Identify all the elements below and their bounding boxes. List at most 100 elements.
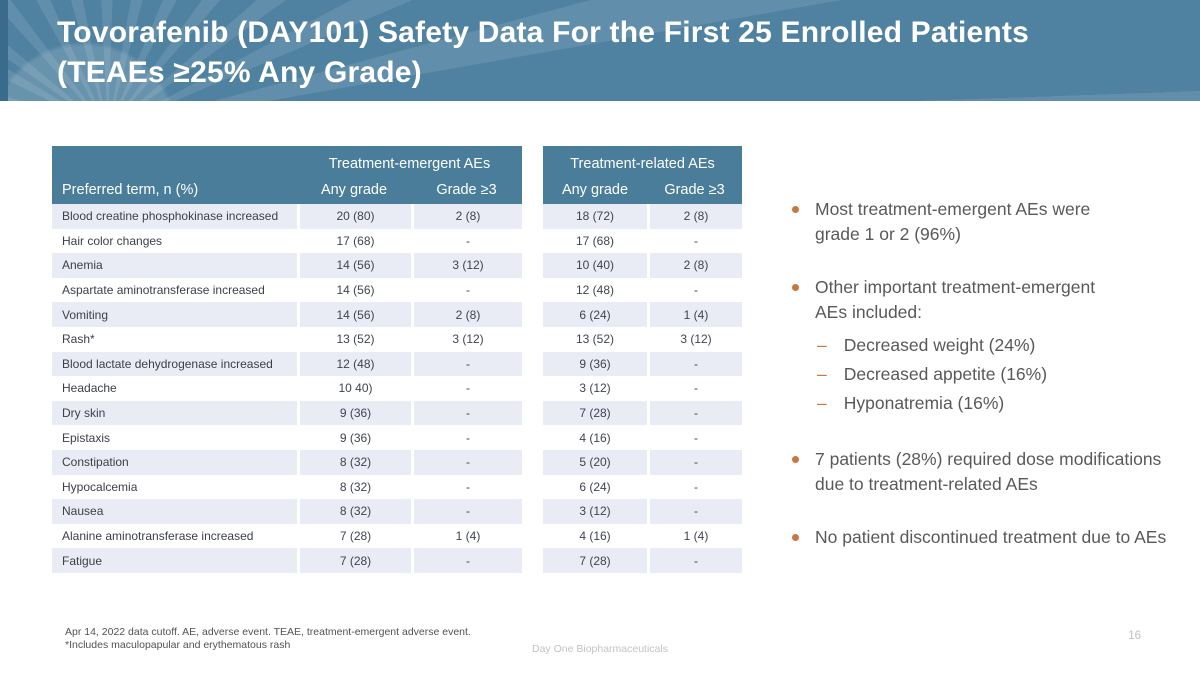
bullet-item: 7 patients (28%) required dose modificat… <box>783 447 1183 497</box>
cell-te-grade3: - <box>411 499 522 524</box>
slide-title-line1: Tovorafenib (DAY101) Safety Data For the… <box>57 16 1029 49</box>
cell-te-grade3: - <box>411 400 522 426</box>
bullet-text: Other important treatment-emergent AEs i… <box>815 277 1096 322</box>
treatment-emergent-table: Treatment-emergent AEs Preferred term, n… <box>52 146 522 573</box>
cell-tr-any-grade: 9 (36) <box>543 351 647 377</box>
bullet-text: Decreased appetite (16%) <box>843 364 1048 384</box>
table-row: 18 (72) 2 (8) <box>543 204 742 229</box>
cell-tr-grade3: - <box>647 400 742 426</box>
table-row: 6 (24) 1 (4) <box>543 302 742 327</box>
table-row: Blood creatine phosphokinase increased 20… <box>52 204 522 229</box>
cell-tr-grade3: 1 (4) <box>647 523 742 549</box>
treatment-emergent-table-body: Blood creatine phosphokinase increased 20… <box>52 204 522 573</box>
cell-tr-grade3: - <box>647 499 742 524</box>
cell-tr-any-grade: 4 (16) <box>579 430 611 445</box>
cell-preferred-term: Blood creatine phosphokinase increased <box>52 204 297 229</box>
cell-te-grade3: 2 (8) <box>411 204 522 229</box>
table-row: 17 (68) - <box>543 228 742 254</box>
cell-tr-grade3: - <box>647 449 742 475</box>
bullet-text: Decreased weight (24%) <box>843 335 1036 355</box>
ae-tables: Treatment-emergent AEs Preferred term, n… <box>52 146 742 573</box>
bullet-dot-icon <box>792 456 799 463</box>
cell-te-any-grade: 13 (52) <box>297 326 411 352</box>
group-header-treatment-related: Treatment-related AEs <box>570 156 715 172</box>
cell-tr-any-grade: 12 (48) <box>575 283 615 298</box>
bullet-text: Most treatment-emergent AEs were grade 1… <box>815 199 1091 244</box>
cell-preferred-term: Alanine aminotransferase increased <box>62 529 254 544</box>
cell-te-any-grade: 7 (28) <box>297 548 411 573</box>
cell-te-any-grade: 12 (48) <box>297 351 411 377</box>
cell-tr-any-grade: 7 (28) <box>543 548 647 573</box>
cell-preferred-term: Vomiting <box>52 302 297 327</box>
cell-te-any-grade: 17 (68) <box>297 228 411 254</box>
cell-te-any-grade: 9 (36) <box>297 400 411 426</box>
cell-te-any-grade: 14 (56) <box>297 253 411 278</box>
table-row: 13 (52) 3 (12) <box>543 326 742 352</box>
bullet-dot-icon <box>792 284 799 291</box>
slide-title-line2: (TEAEs ≥25% Any Grade) <box>57 56 422 89</box>
column-header-grade3: Grade ≥3 <box>436 182 497 198</box>
cell-te-grade3: - <box>411 425 522 450</box>
cell-te-any-grade: 8 (32) <box>297 474 411 500</box>
cell-tr-any-grade: 7 (28) <box>543 400 647 426</box>
cell-tr-grade3: - <box>647 425 742 450</box>
group-header-treatment-emergent: Treatment-emergent AEs <box>328 156 491 172</box>
cell-tr-grade3: 1 (4) <box>647 302 742 327</box>
sub-bullet-item: – Decreased weight (24%) <box>783 333 1183 358</box>
table-row: 7 (28) - <box>543 400 742 426</box>
table-row: 5 (20) - <box>543 449 742 475</box>
table-row: 4 (16) - <box>543 425 742 450</box>
table-row: 3 (12) - <box>543 376 742 401</box>
footnote-line2: *Includes maculopapular and erythematous… <box>65 639 291 651</box>
cell-tr-grade3: 2 (8) <box>647 204 742 229</box>
table-row: Anemia 14 (56) 3 (12) <box>52 253 522 278</box>
bullet-item: Other important treatment-emergent AEs i… <box>783 275 1183 325</box>
cell-te-grade3: - <box>411 449 522 475</box>
table-row: Headache 10 40) - <box>52 376 522 401</box>
cell-te-grade3: - <box>411 376 522 401</box>
cell-tr-any-grade: 13 (52) <box>575 332 615 347</box>
bullet-dot-icon <box>792 534 799 541</box>
table-row: Rash* 13 (52) 3 (12) <box>52 326 522 352</box>
cell-preferred-term: Blood lactate dehydrogenase increased <box>52 351 297 377</box>
table-row: 4 (16) 1 (4) <box>543 523 742 549</box>
table-row: Blood lactate dehydrogenase increased 12 … <box>52 351 522 377</box>
bullet-text: No patient discontinued treatment due to… <box>815 527 1167 547</box>
cell-te-grade3: - <box>411 228 522 254</box>
treatment-related-table-header: Treatment-related AEs Any grade Grade ≥3 <box>543 146 742 204</box>
dash-marker: – <box>817 335 827 355</box>
cell-tr-any-grade: 10 (40) <box>543 253 647 278</box>
table-row: Aspartate aminotransferase increased 14 (… <box>52 277 522 303</box>
cell-te-any-grade: 7 (28) <box>297 523 411 549</box>
column-header-any-grade: Any grade <box>561 182 629 198</box>
cell-tr-grade3: 3 (12) <box>647 326 742 352</box>
cell-te-any-grade: 8 (32) <box>297 499 411 524</box>
cell-tr-any-grade: 3 (12) <box>543 499 647 524</box>
cell-te-grade3: 2 (8) <box>411 302 522 327</box>
footnote-line1: Apr 14, 2022 data cutoff. AE, adverse ev… <box>65 626 471 638</box>
dash-marker: – <box>817 393 827 413</box>
cell-preferred-term: Epistaxis <box>62 430 111 445</box>
cell-tr-grade3: 2 (8) <box>647 253 742 278</box>
table-row: Epistaxis 9 (36) - <box>52 425 522 450</box>
cell-preferred-term: Aspartate aminotransferase increased <box>62 283 265 298</box>
page-number: 16 <box>1128 630 1141 642</box>
cell-preferred-term: Nausea <box>52 499 297 524</box>
cell-tr-grade3: - <box>647 351 742 377</box>
cell-te-grade3: - <box>411 548 522 573</box>
company-name: Day One Biopharmaceuticals <box>532 643 668 655</box>
table-row: Fatigue 7 (28) - <box>52 548 522 573</box>
cell-tr-grade3: - <box>647 548 742 573</box>
table-row: Hypocalcemia 8 (32) - <box>52 474 522 500</box>
cell-preferred-term: Rash* <box>62 332 95 347</box>
cell-tr-grade3: - <box>647 474 742 500</box>
header-edge-accent <box>0 0 8 101</box>
column-header-grade3: Grade ≥3 <box>664 182 725 198</box>
bullet-item: Most treatment-emergent AEs were grade 1… <box>783 197 1183 247</box>
dash-marker: – <box>817 364 827 384</box>
treatment-emergent-table-header: Treatment-emergent AEs Preferred term, n… <box>52 146 522 204</box>
cell-preferred-term: Constipation <box>52 449 297 475</box>
cell-te-grade3: - <box>411 277 522 303</box>
table-row: Dry skin 9 (36) - <box>52 400 522 426</box>
cell-preferred-term: Hair color changes <box>62 233 163 248</box>
